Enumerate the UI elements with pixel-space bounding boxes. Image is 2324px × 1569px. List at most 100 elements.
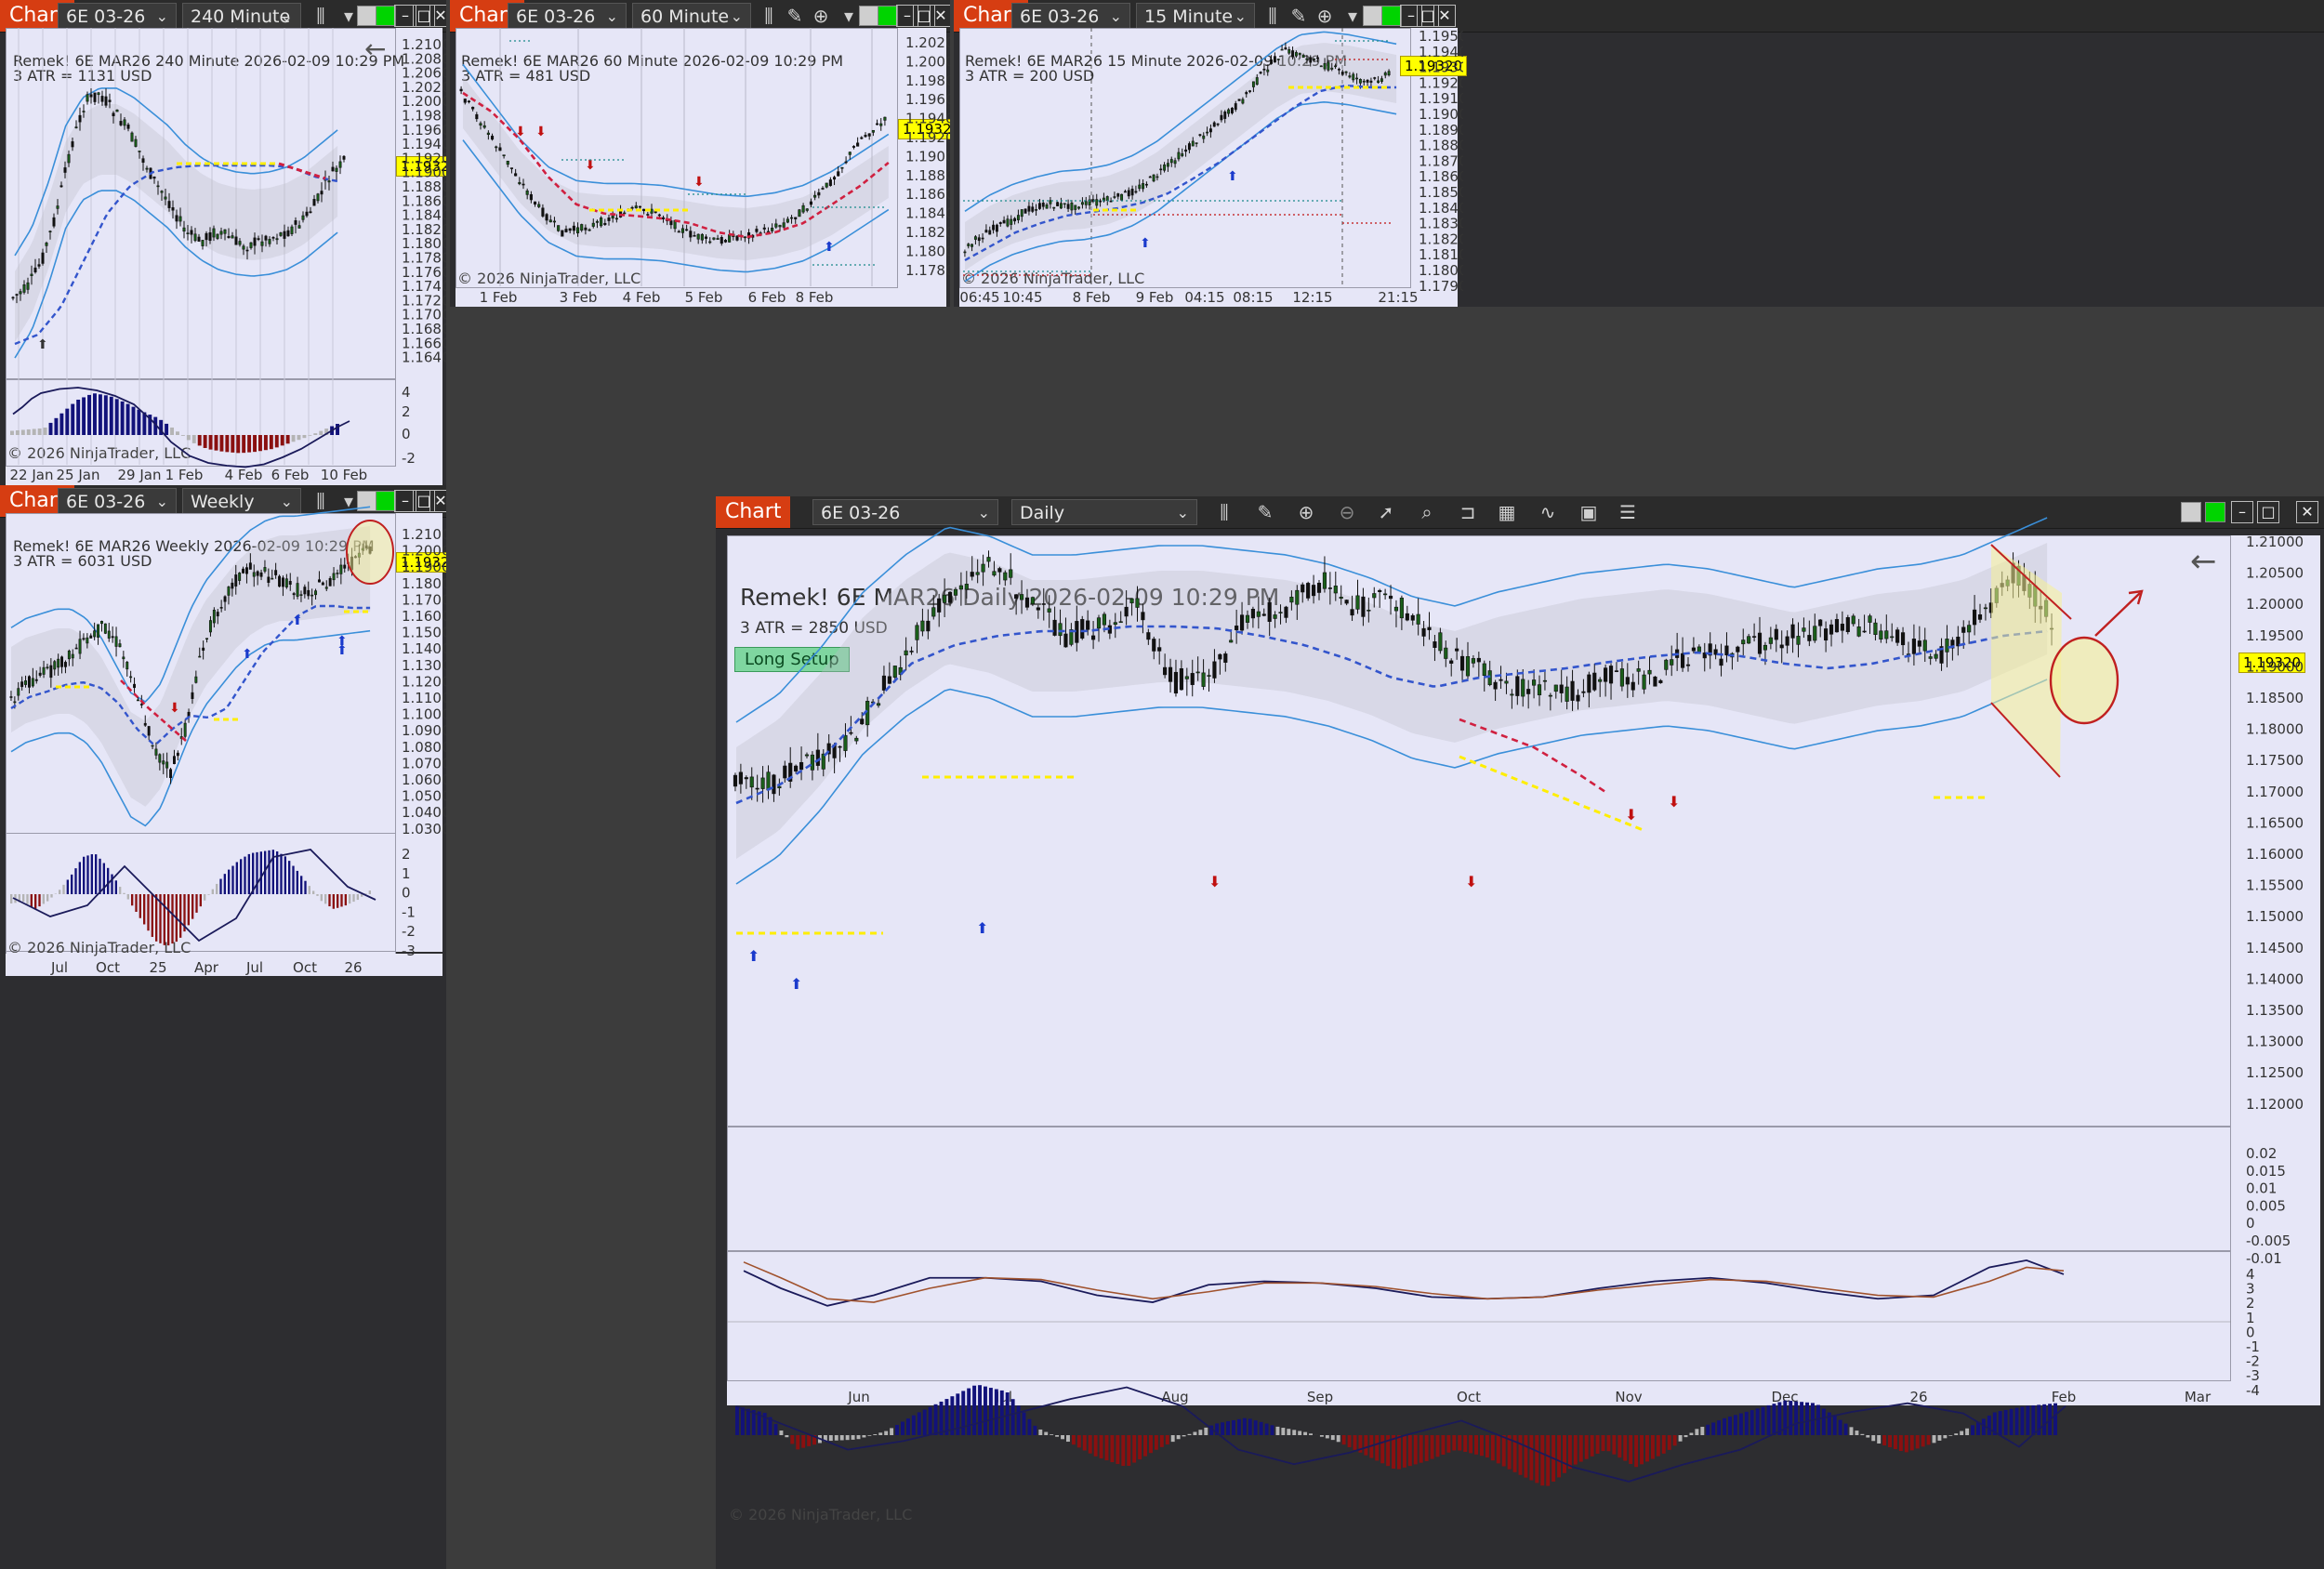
candle-weekly [63,662,67,667]
instrument-select[interactable]: 6E 03-26 ⌄ [508,3,627,29]
color-swatch-green[interactable] [376,6,396,26]
hist-daily-bar [1540,1435,1545,1486]
pencil-icon[interactable]: ✎ [1257,501,1274,523]
close-button[interactable]: ✕ [429,5,446,27]
template-icon[interactable]: ▦ [1498,501,1516,523]
bar-type-icon[interactable]: ⫼ [316,490,325,512]
short-arrow-icon: ⬇ [1668,793,1680,811]
color-swatch-green[interactable] [376,491,396,511]
chevron-down-icon: ⌄ [977,504,990,521]
pencil-icon[interactable]: ✎ [1290,5,1307,27]
indicators-icon[interactable]: ∿ [1539,501,1556,523]
price-panel-60[interactable] [456,28,898,288]
zoom-in-icon[interactable]: ⊕ [1298,501,1314,523]
y-axis-60[interactable] [898,28,946,288]
interval-value: Daily [1020,503,1065,523]
indicator-tick: -1 [2246,1338,2260,1355]
interval-select[interactable]: Daily ⌄ [1011,499,1197,525]
interval-select[interactable]: 240 Minute ⌄ [182,3,301,29]
minimize-button[interactable]: – [394,5,416,27]
x-axis-weekly[interactable] [6,954,442,976]
indicator-panel-240[interactable] [6,379,396,467]
chart-badge[interactable]: Chart [716,496,791,528]
y-tick-label: 1.19400 [1419,44,1463,60]
x-tick-label: 22 Jan [10,467,54,483]
candle-60 [837,171,840,177]
candle-240 [86,94,89,102]
hist-daily-bar [1010,1399,1015,1435]
zoom-in-icon[interactable]: ⊕ [812,5,829,27]
strategies-icon[interactable]: ▣ [1579,501,1598,523]
close-button[interactable]: ✕ [1433,5,1456,27]
candle-15 [1113,196,1116,198]
y-axis-240[interactable] [396,28,442,467]
candle-daily [1118,621,1123,624]
oscillator-tick: 0.005 [2246,1197,2286,1214]
chevron-down-icon: ⌄ [155,7,168,25]
color-swatch-green[interactable] [2205,502,2225,522]
maximize-button[interactable]: □ [413,5,435,27]
back-arrow-icon[interactable]: ← [364,33,387,64]
zoom-out-icon[interactable]: ⊖ [1339,501,1355,523]
instrument-select[interactable]: 6E 03-26 ⌄ [58,488,177,514]
interval-select[interactable]: 15 Minute ⌄ [1136,3,1255,29]
interval-select[interactable]: Weekly ⌄ [182,488,301,514]
indicator-tick: 0 [2246,1324,2255,1340]
color-swatch-gray[interactable] [2181,502,2201,522]
candle-60 [680,228,685,233]
interval-select[interactable]: 60 Minute ⌄ [632,3,751,29]
minimize-button[interactable]: – [2231,501,2253,523]
maximize-button[interactable]: □ [1417,5,1439,27]
indicator-panel-daily[interactable] [727,1251,2231,1381]
y-tick-label: 1.18600 [905,186,950,203]
y-axis-daily[interactable] [2231,535,2320,1381]
candle-240 [123,119,126,126]
pointer-icon[interactable]: ➚ [1378,501,1394,523]
oscillator-panel-daily[interactable] [727,1127,2231,1251]
color-swatch-green[interactable] [878,6,898,26]
close-button[interactable]: ✕ [429,490,446,512]
minimize-button[interactable]: – [1400,5,1422,27]
x-axis-15[interactable] [959,288,1458,307]
y-tick-label: 1.18800 [905,167,950,184]
candle-60 [630,206,634,209]
dropdown-arrow-icon[interactable]: ▾ [843,5,854,27]
y-tick-label: 1.15000 [2246,908,2304,925]
instrument-select[interactable]: 6E 03-26 ⌄ [58,3,177,29]
dropdown-arrow-icon[interactable]: ▾ [1347,5,1358,27]
back-arrow-icon[interactable]: ← [2190,543,2217,580]
pencil-icon[interactable]: ✎ [786,5,803,27]
candle-15 [1152,174,1155,182]
price-panel-15[interactable] [959,28,1411,288]
hist-daily-bar [1998,1411,2002,1435]
minimize-button[interactable]: – [394,490,416,512]
candle-15 [1234,103,1237,111]
toolbar-15: Chart 6E 03-26 ⌄ 15 Minute ⌄ ⫼ ✎ ⊕ ▾ – □ ✕ [954,0,2324,33]
instrument-select[interactable]: 6E 03-26 ⌄ [812,499,998,525]
minimize-button[interactable]: – [896,5,918,27]
maximize-button[interactable]: □ [913,5,935,27]
candle-weekly [31,678,34,687]
zoom-in-icon[interactable]: ⊕ [1316,5,1333,27]
color-swatch-green[interactable] [1381,6,1402,26]
bar-type-icon[interactable]: ⫼ [316,5,325,27]
candle-weekly [212,609,216,624]
bar-type-icon[interactable]: ⫼ [764,5,773,27]
close-button[interactable]: ✕ [2296,501,2318,523]
chart-trader-icon[interactable]: ⊐ [1459,501,1476,523]
x-axis-60[interactable] [456,288,946,307]
data-box-icon[interactable]: ⌕ [1421,501,1433,523]
x-axis-240[interactable] [6,467,442,485]
maximize-button[interactable]: □ [2257,501,2279,523]
dropdown-arrow-icon[interactable]: ▾ [343,490,354,512]
price-panel-240[interactable] [6,28,396,379]
bar-type-icon[interactable]: ⫼ [1220,501,1229,523]
dropdown-arrow-icon[interactable]: ▾ [343,5,354,27]
properties-icon[interactable]: ☰ [1619,501,1636,523]
hist-daily-bar [1452,1435,1457,1451]
maximize-button[interactable]: □ [413,490,435,512]
close-button[interactable]: ✕ [930,5,950,27]
y-axis-weekly[interactable] [396,513,442,952]
price-panel-daily[interactable] [727,535,2231,1127]
bar-type-icon[interactable]: ⫼ [1268,5,1277,27]
